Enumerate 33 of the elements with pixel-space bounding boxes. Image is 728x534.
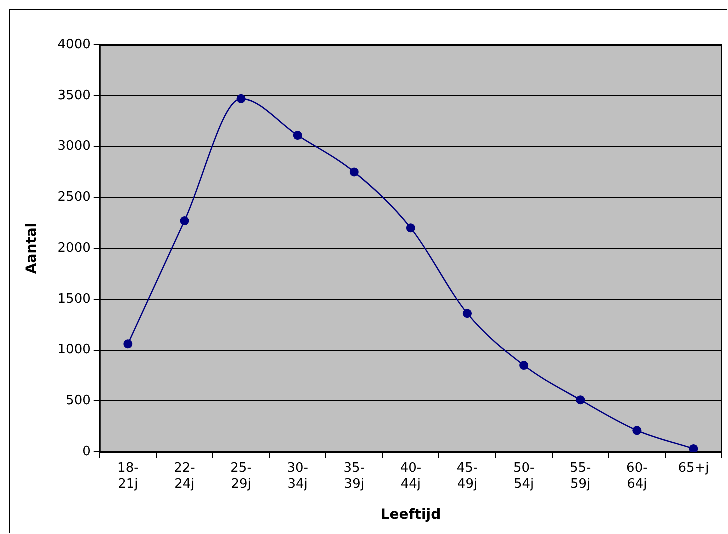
y-tick-label: 3000 [58,139,91,154]
x-tick-label: 25-29j [230,461,252,492]
x-axis-title: Leeftijd [380,507,442,524]
x-tick-label: 35-39j [344,461,366,492]
point [463,309,472,318]
point [180,216,190,226]
point [124,340,133,349]
y-axis-title: Aantal [24,222,40,274]
y-tick-label: 500 [66,394,91,408]
point [520,361,529,370]
y-tick-label: 1000 [58,342,91,358]
x-tick-label: 65+j [678,461,710,476]
point [293,131,302,140]
x-tick-label: 50-54j [513,461,535,492]
x-tick-label: 22-24j [174,461,196,492]
point [406,224,416,233]
y-tick-label: 2500 [58,190,91,205]
x-tick-label: 40-44j [400,461,422,492]
point [350,168,359,177]
y-tick-label: 1500 [58,292,91,307]
point [576,396,586,405]
point [632,426,642,436]
y-tick-label: 3500 [58,88,91,104]
y-tick-label: 4000 [58,37,91,52]
point [689,444,698,452]
point [236,94,246,104]
x-tick-label: 18-21j [118,461,140,492]
x-tick-label: 45-49j [456,461,478,492]
y-tick-label: 2000 [58,240,91,256]
x-tick-label: 55-59j [570,461,592,492]
y-tick-label: 0 [82,444,91,460]
x-tick-label: 30-34j [287,461,309,492]
x-tick-label: 60-64j [626,461,648,492]
